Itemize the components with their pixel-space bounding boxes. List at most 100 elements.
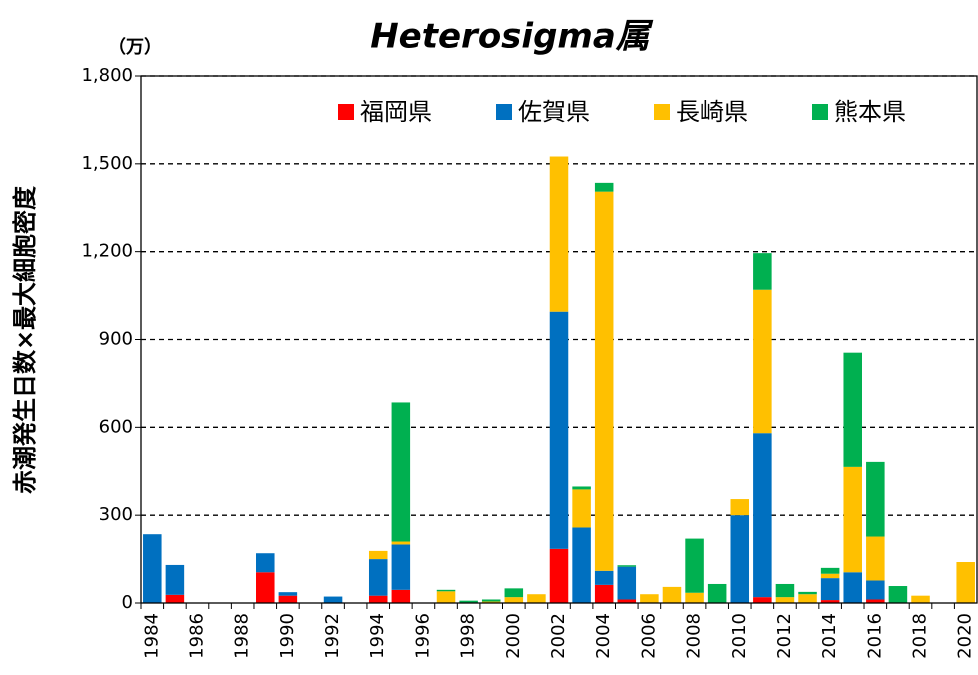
bar xyxy=(572,486,591,490)
bar xyxy=(459,600,478,603)
bar xyxy=(911,595,930,603)
x-tick-label: 2014 xyxy=(819,613,840,659)
bar xyxy=(572,527,591,603)
bar xyxy=(685,592,704,603)
bar xyxy=(436,589,456,592)
bar xyxy=(527,594,546,603)
bar xyxy=(549,156,569,312)
bar xyxy=(594,182,614,192)
bar xyxy=(888,586,908,603)
bar xyxy=(753,253,772,290)
x-tick-label: 2018 xyxy=(910,613,931,659)
x-tick-label: 2004 xyxy=(593,613,614,659)
x-tick-label: 1988 xyxy=(232,613,253,659)
bar xyxy=(594,191,614,571)
y-tick-label: 900 xyxy=(99,329,133,350)
bar xyxy=(730,499,750,516)
bar xyxy=(662,586,682,603)
bar xyxy=(368,595,388,603)
bar xyxy=(504,597,524,603)
bar xyxy=(504,588,524,598)
bar xyxy=(278,592,298,596)
bar xyxy=(165,564,185,595)
y-tick-label: 1,200 xyxy=(81,241,133,262)
y-tick-label: 0 xyxy=(122,592,133,613)
bar xyxy=(775,583,795,598)
bar xyxy=(368,550,388,560)
bar xyxy=(617,565,637,567)
bar xyxy=(391,402,411,542)
bar xyxy=(549,548,569,603)
bar xyxy=(753,433,772,598)
x-tick-label: 1992 xyxy=(322,613,343,659)
x-tick-label: 2008 xyxy=(684,613,705,659)
bar xyxy=(798,591,817,595)
x-tick-label: 2020 xyxy=(955,613,976,659)
bar xyxy=(391,544,411,590)
x-tick-label: 1998 xyxy=(458,613,479,659)
bar xyxy=(843,352,862,467)
legend-label: 福岡県 xyxy=(360,98,432,126)
x-tick-label: 2010 xyxy=(729,613,750,659)
bar xyxy=(640,594,659,603)
bar xyxy=(866,536,885,581)
bar xyxy=(436,591,456,603)
bar xyxy=(481,601,501,603)
bar xyxy=(572,489,591,528)
x-tick-label: 2000 xyxy=(503,613,524,659)
x-tick-label: 1996 xyxy=(412,613,433,659)
x-tick-label: 2016 xyxy=(864,613,885,659)
y-tick-label: 300 xyxy=(99,504,133,525)
y-tick-label: 1,800 xyxy=(81,65,133,86)
legend-swatch xyxy=(654,104,670,120)
bar xyxy=(843,572,862,603)
bar xyxy=(323,596,343,603)
bar xyxy=(820,573,840,579)
bar xyxy=(707,583,727,603)
legend-label: 長崎県 xyxy=(676,98,748,126)
bar xyxy=(165,594,185,603)
legend-swatch xyxy=(812,104,828,120)
bar xyxy=(866,461,885,537)
bar xyxy=(753,289,772,434)
bar xyxy=(730,515,750,603)
bar xyxy=(143,534,162,603)
x-tick-label: 2006 xyxy=(638,613,659,659)
bar xyxy=(594,584,614,603)
x-tick-label: 1986 xyxy=(186,613,207,659)
bar xyxy=(866,599,885,603)
y-tick-label: 1,500 xyxy=(81,153,133,174)
bar xyxy=(775,597,795,603)
x-tick-label: 2002 xyxy=(548,613,569,659)
bar xyxy=(617,566,637,600)
bar xyxy=(391,589,411,603)
bar xyxy=(866,580,885,600)
bar xyxy=(617,599,637,603)
bar xyxy=(481,599,501,602)
bar xyxy=(820,600,840,603)
bar xyxy=(278,595,298,603)
y-axis-label: 赤潮発生日数×最大細胞密度 xyxy=(11,185,39,494)
x-tick-label: 2012 xyxy=(774,613,795,659)
legend-label: 熊本県 xyxy=(834,98,906,126)
bar xyxy=(956,562,975,603)
plot-border xyxy=(140,75,978,604)
chart-title: Heterosigma属 xyxy=(370,17,654,57)
x-tick-label: 1994 xyxy=(367,613,388,659)
bar xyxy=(798,594,817,603)
bar xyxy=(685,538,704,593)
bar xyxy=(256,553,275,573)
bar xyxy=(820,567,840,574)
bar xyxy=(391,541,411,545)
y-unit: （万） xyxy=(108,37,162,58)
bar xyxy=(820,578,840,601)
legend-swatch xyxy=(338,104,354,120)
y-tick-label: 600 xyxy=(99,416,133,437)
bar xyxy=(753,597,772,603)
legend-label: 佐賀県 xyxy=(518,98,590,126)
bar xyxy=(549,311,569,549)
bar xyxy=(256,572,275,603)
bar xyxy=(843,466,862,573)
legend-swatch xyxy=(496,104,512,120)
